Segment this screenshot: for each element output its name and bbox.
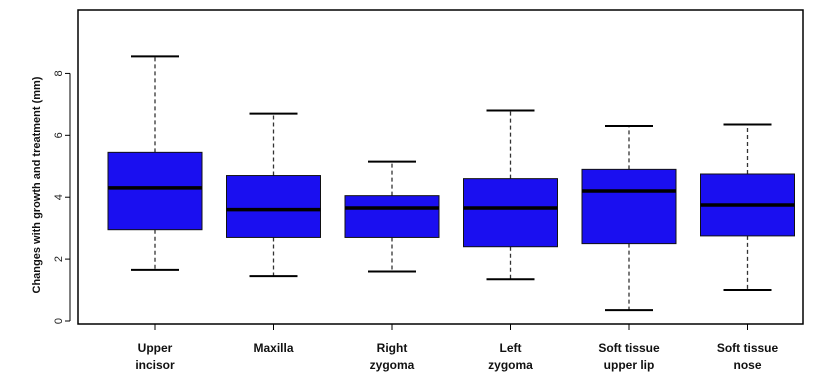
x-axis-labels: Upper incisor Maxilla Right zygoma Left zygoma…	[135, 324, 778, 372]
y-axis-title: Changes with growth and treatment (mm)	[31, 76, 43, 293]
y-axis: 0 2 4 6 8	[53, 70, 71, 324]
y-tick-label: 8	[53, 70, 65, 76]
category-label: Maxilla	[253, 341, 293, 355]
category-label: Left	[500, 341, 522, 355]
box-group	[700, 123, 795, 292]
category-label: incisor	[135, 358, 175, 372]
iqr-box	[581, 168, 677, 245]
iqr-box	[463, 178, 558, 248]
category-label: nose	[733, 358, 761, 372]
box-group	[463, 109, 558, 281]
box-group	[107, 55, 203, 271]
chart-frame	[77, 9, 804, 325]
box-group	[344, 160, 440, 273]
category-label: Upper	[138, 341, 173, 355]
box-group	[581, 125, 677, 312]
y-tick-label: 6	[53, 132, 65, 138]
iqr-box	[107, 151, 203, 231]
y-tick-label: 4	[53, 194, 65, 200]
category-label: upper lip	[604, 358, 655, 372]
category-label: Soft tissue	[598, 341, 660, 355]
category-label: zygoma	[370, 358, 415, 372]
category-label: Soft tissue	[717, 341, 779, 355]
category-label: zygoma	[488, 358, 533, 372]
iqr-box	[344, 195, 440, 238]
box-group	[226, 112, 321, 278]
y-tick-label: 2	[53, 256, 65, 262]
y-tick-label: 0	[53, 318, 65, 324]
iqr-box	[226, 175, 321, 238]
category-label: Right	[377, 341, 408, 355]
boxes-layer	[107, 55, 795, 312]
